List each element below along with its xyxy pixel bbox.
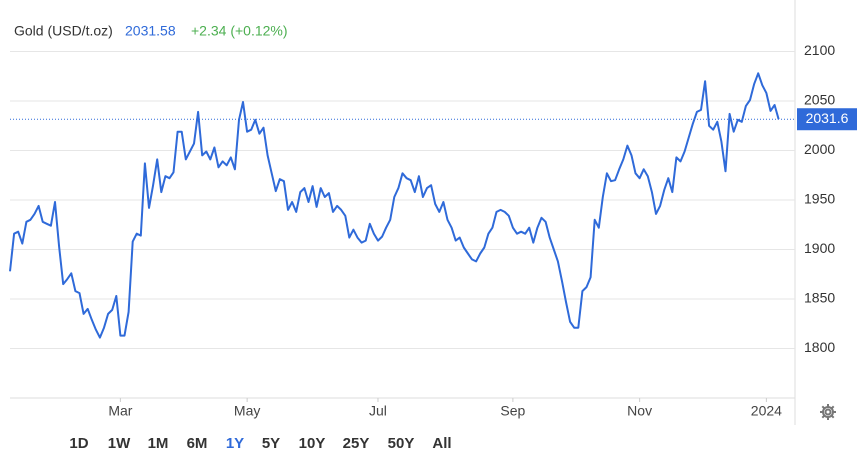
last-price-label: 2031.6 [806, 110, 849, 126]
y-tick-label: 2050 [804, 92, 835, 108]
settings-icon[interactable] [820, 404, 836, 420]
y-tick-label: 1800 [804, 339, 835, 355]
y-tick-label: 1900 [804, 240, 835, 256]
x-tick-label: 2024 [751, 403, 782, 419]
range-button[interactable]: 10Y [299, 435, 326, 452]
y-tick-label: 1950 [804, 191, 835, 207]
range-button[interactable]: 5Y [262, 435, 280, 452]
range-button[interactable]: 1M [148, 435, 169, 452]
x-tick-label: Sep [500, 403, 525, 419]
range-button[interactable]: 50Y [388, 435, 415, 452]
range-button[interactable]: All [432, 435, 451, 452]
chart-title: Gold (USD/t.oz) [14, 23, 113, 39]
x-tick-label: Jul [369, 403, 387, 419]
x-tick-label: May [234, 403, 260, 419]
y-tick-label: 2000 [804, 141, 835, 157]
x-tick-label: Mar [108, 403, 132, 419]
range-button[interactable]: 6M [187, 435, 208, 452]
range-button[interactable]: 1D [69, 435, 88, 452]
range-button[interactable]: 25Y [343, 435, 370, 452]
last-price-box [797, 108, 857, 131]
x-tick-label: Nov [627, 403, 652, 419]
range-button[interactable]: 1W [108, 435, 131, 452]
price-change: +2.34 (+0.12%) [191, 23, 288, 39]
price: 2031.58 [125, 23, 176, 39]
y-tick-label: 2100 [804, 42, 835, 58]
range-button[interactable]: 1Y [226, 435, 244, 452]
price-line [9, 72, 780, 339]
y-tick-label: 1850 [804, 290, 835, 306]
